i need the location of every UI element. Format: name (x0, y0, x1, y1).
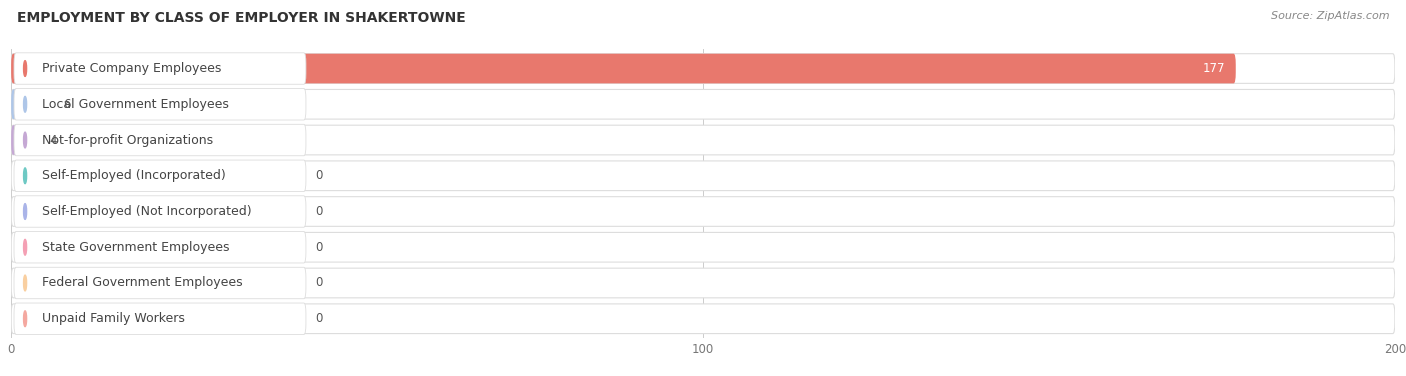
Circle shape (24, 96, 27, 112)
FancyBboxPatch shape (11, 54, 1395, 83)
FancyBboxPatch shape (14, 196, 307, 227)
FancyBboxPatch shape (11, 161, 1395, 191)
FancyBboxPatch shape (14, 53, 307, 84)
FancyBboxPatch shape (11, 89, 53, 119)
FancyBboxPatch shape (11, 125, 1395, 155)
Text: Federal Government Employees: Federal Government Employees (42, 276, 243, 290)
FancyBboxPatch shape (11, 304, 1395, 334)
FancyBboxPatch shape (14, 303, 307, 335)
Text: State Government Employees: State Government Employees (42, 241, 229, 254)
Circle shape (24, 204, 27, 219)
Text: Local Government Employees: Local Government Employees (42, 98, 229, 111)
Text: 177: 177 (1202, 62, 1225, 75)
FancyBboxPatch shape (11, 197, 1395, 226)
Text: Source: ZipAtlas.com: Source: ZipAtlas.com (1271, 11, 1389, 21)
FancyBboxPatch shape (11, 89, 1395, 119)
Text: Self-Employed (Not Incorporated): Self-Employed (Not Incorporated) (42, 205, 252, 218)
Circle shape (24, 61, 27, 76)
Text: 6: 6 (63, 98, 70, 111)
FancyBboxPatch shape (14, 267, 307, 299)
Text: Not-for-profit Organizations: Not-for-profit Organizations (42, 133, 214, 147)
Text: 0: 0 (315, 205, 323, 218)
Text: Private Company Employees: Private Company Employees (42, 62, 222, 75)
FancyBboxPatch shape (14, 232, 307, 263)
FancyBboxPatch shape (11, 232, 1395, 262)
FancyBboxPatch shape (11, 268, 1395, 298)
Text: EMPLOYMENT BY CLASS OF EMPLOYER IN SHAKERTOWNE: EMPLOYMENT BY CLASS OF EMPLOYER IN SHAKE… (17, 11, 465, 25)
Circle shape (24, 168, 27, 183)
FancyBboxPatch shape (14, 124, 307, 156)
Text: Unpaid Family Workers: Unpaid Family Workers (42, 312, 186, 325)
FancyBboxPatch shape (11, 54, 1236, 83)
Circle shape (24, 240, 27, 255)
Text: 0: 0 (315, 169, 323, 182)
Text: 0: 0 (315, 312, 323, 325)
Text: 4: 4 (49, 133, 56, 147)
FancyBboxPatch shape (14, 89, 307, 120)
FancyBboxPatch shape (11, 125, 39, 155)
Circle shape (24, 132, 27, 148)
Text: 0: 0 (315, 241, 323, 254)
Text: 0: 0 (315, 276, 323, 290)
FancyBboxPatch shape (14, 160, 307, 191)
Text: Self-Employed (Incorporated): Self-Employed (Incorporated) (42, 169, 226, 182)
Circle shape (24, 275, 27, 291)
Circle shape (24, 311, 27, 327)
